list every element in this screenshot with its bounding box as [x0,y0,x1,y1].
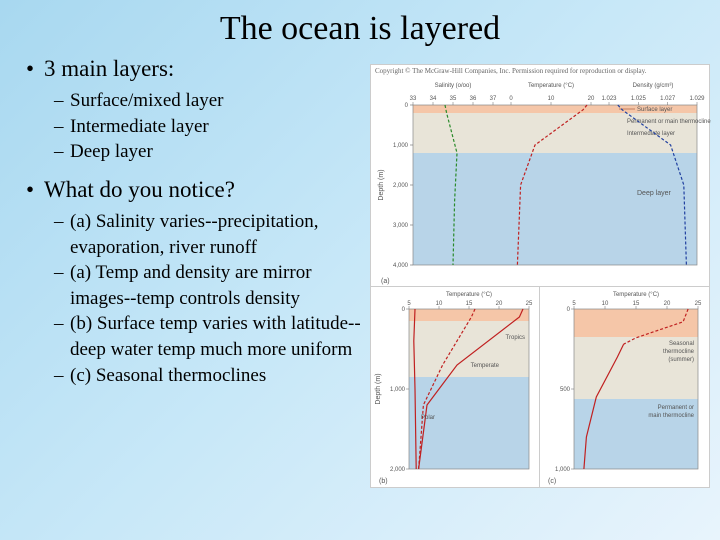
svg-text:Depth (m): Depth (m) [375,373,382,404]
panel-b: Temperature (°C) 5 10 15 20 25 0 1,000 2,000 Dept… [371,287,540,487]
svg-text:2,000: 2,000 [393,183,409,189]
notice-sublist: (a) Salinity varies--precipitation, evap… [54,209,362,388]
svg-text:2,000: 2,000 [390,467,406,473]
layer-item-2: Deep layer [54,139,362,165]
svg-text:500: 500 [560,387,571,393]
svg-text:34: 34 [430,96,437,102]
svg-text:(b): (b) [379,478,388,485]
text-column: 3 main layers: Surface/mixed layer Inter… [0,56,370,488]
notice-item-0: (a) Salinity varies--precipitation, evap… [54,209,362,260]
panel-a-chart: 0 1,000 2,000 3,000 4,000 Depth (m) Surface la… [371,77,711,287]
svg-text:35: 35 [450,96,457,102]
svg-text:Seasonal: Seasonal [669,341,694,347]
svg-text:0: 0 [509,96,513,102]
svg-text:1.025: 1.025 [631,96,647,102]
svg-text:Intermediate layer: Intermediate layer [627,131,675,137]
layer-item-0: Surface/mixed layer [54,88,362,114]
svg-text:Tropics: Tropics [506,335,525,341]
svg-text:1,000: 1,000 [393,143,409,149]
svg-text:10: 10 [548,96,555,102]
notice-item-2: (b) Surface temp varies with latitude--d… [54,311,362,362]
panel-c: Temperature (°C) 5 10 15 20 25 0 500 1,000 Season… [540,287,709,487]
svg-text:1.023: 1.023 [601,96,617,102]
svg-text:Permanent or: Permanent or [658,405,694,411]
panel-c-chart: Temperature (°C) 5 10 15 20 25 0 500 1,000 Season… [540,287,710,487]
svg-text:(a): (a) [381,278,390,285]
figure-column: Copyright © The McGraw-Hill Companies, I… [370,56,720,488]
svg-text:Salinity (o/oo): Salinity (o/oo) [435,83,472,89]
svg-text:1.029: 1.029 [689,96,705,102]
panel-row: Temperature (°C) 5 10 15 20 25 0 1,000 2,000 Dept… [371,287,709,487]
svg-text:Temperature (°C): Temperature (°C) [446,292,492,298]
svg-text:10: 10 [602,301,609,307]
svg-text:Temperature (°C): Temperature (°C) [528,83,574,89]
svg-text:1.027: 1.027 [660,96,676,102]
svg-text:Polar: Polar [421,415,435,421]
panel-a: 0 1,000 2,000 3,000 4,000 Depth (m) Surface la… [371,77,709,287]
svg-text:20: 20 [496,301,503,307]
figure-container: Copyright © The McGraw-Hill Companies, I… [370,64,710,488]
svg-text:Temperate: Temperate [471,363,500,369]
svg-text:(summer): (summer) [668,357,694,363]
svg-text:4,000: 4,000 [393,263,409,269]
figure-copyright: Copyright © The McGraw-Hill Companies, I… [371,65,709,77]
svg-text:1,000: 1,000 [390,387,406,393]
svg-text:36: 36 [470,96,477,102]
svg-text:15: 15 [466,301,473,307]
svg-text:main thermocline: main thermocline [648,413,694,419]
svg-text:0: 0 [402,307,406,313]
svg-text:5: 5 [407,301,411,307]
svg-text:Depth (m): Depth (m) [378,169,385,200]
notice-item-1: (a) Temp and density are mirror images--… [54,260,362,311]
svg-text:1,000: 1,000 [555,467,571,473]
svg-text:Surface layer: Surface layer [637,107,672,113]
layers-sublist: Surface/mixed layer Intermediate layer D… [54,88,362,165]
svg-text:33: 33 [410,96,417,102]
svg-text:5: 5 [572,301,576,307]
panel-b-chart: Temperature (°C) 5 10 15 20 25 0 1,000 2,000 Dept… [371,287,541,487]
svg-text:20: 20 [664,301,671,307]
page-title: The ocean is layered [0,0,720,56]
svg-text:20: 20 [588,96,595,102]
svg-text:(c): (c) [548,478,556,485]
content-row: 3 main layers: Surface/mixed layer Inter… [0,56,720,488]
svg-text:0: 0 [567,307,571,313]
svg-text:Deep layer: Deep layer [637,190,672,197]
bullet-layers-heading: 3 main layers: [26,56,362,82]
layer-item-1: Intermediate layer [54,114,362,140]
svg-text:25: 25 [695,301,702,307]
svg-text:25: 25 [526,301,533,307]
bullet-notice-heading: What do you notice? [26,177,362,203]
svg-text:thermocline: thermocline [663,349,695,355]
svg-text:Temperature (°C): Temperature (°C) [613,292,659,298]
svg-text:37: 37 [490,96,497,102]
svg-text:Density (g/cm³): Density (g/cm³) [633,83,674,89]
svg-text:10: 10 [436,301,443,307]
svg-text:3,000: 3,000 [393,223,409,229]
svg-text:0: 0 [405,103,409,109]
svg-text:15: 15 [633,301,640,307]
notice-item-3: (c) Seasonal thermoclines [54,363,362,389]
